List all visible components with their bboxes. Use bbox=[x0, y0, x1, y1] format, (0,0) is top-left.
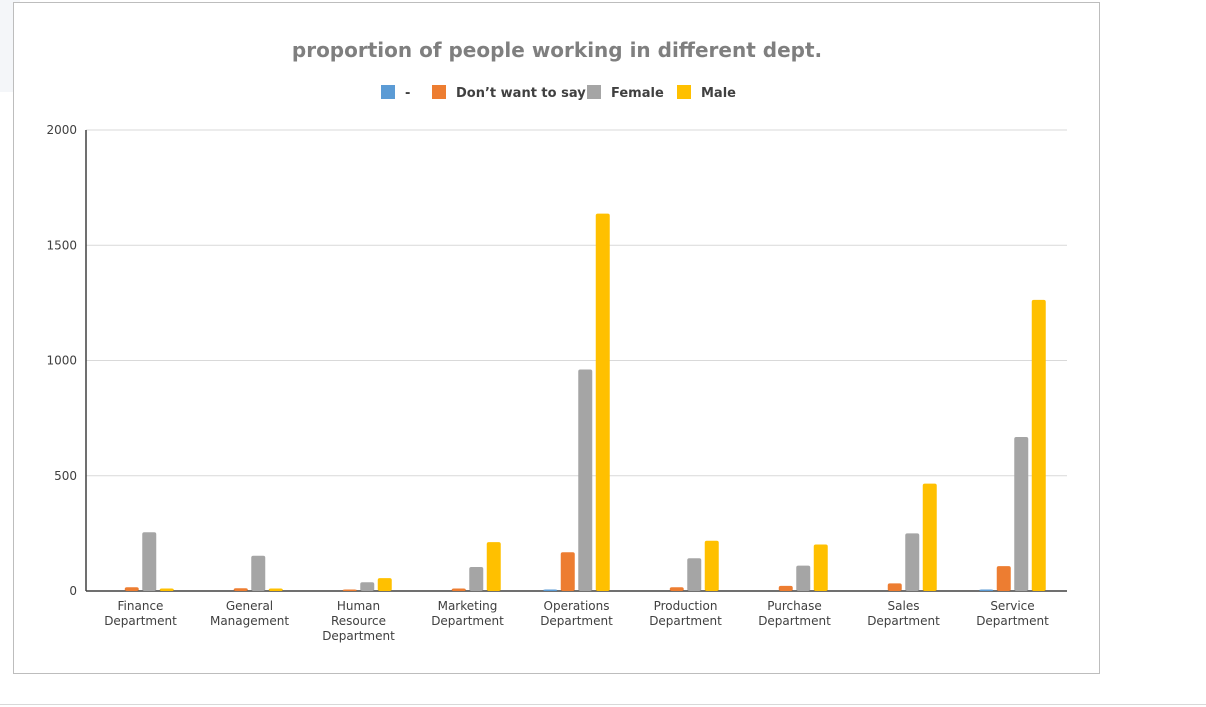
bar bbox=[996, 566, 1011, 591]
legend-label: Female bbox=[611, 86, 664, 101]
bar bbox=[669, 587, 684, 591]
x-tick-label: General Management bbox=[210, 599, 289, 628]
x-tick-label: Marketing Department bbox=[431, 599, 504, 628]
bar bbox=[1014, 437, 1029, 591]
x-axis: Finance Department General Management Human R… bbox=[104, 599, 1049, 643]
bar bbox=[233, 588, 248, 591]
bar bbox=[796, 565, 811, 591]
bar bbox=[451, 588, 466, 591]
bar-chart: proportion of people working in differen… bbox=[46, 38, 1067, 643]
y-tick-label: 2000 bbox=[46, 123, 77, 137]
gridlines bbox=[86, 129, 1067, 477]
x-tick-label: Service Department bbox=[976, 599, 1049, 628]
bar bbox=[979, 589, 994, 591]
x-tick-label: Purchase Department bbox=[758, 599, 831, 628]
bar bbox=[268, 588, 283, 591]
x-tick-label: Finance Department bbox=[104, 599, 177, 628]
bar bbox=[687, 558, 702, 591]
y-tick-label: 0 bbox=[69, 584, 77, 598]
legend-swatch bbox=[432, 85, 446, 99]
bar bbox=[778, 585, 793, 591]
chart-container: proportion of people working in differen… bbox=[13, 2, 1100, 674]
x-tick-label: Human Resource Department bbox=[322, 599, 395, 643]
legend-label: Male bbox=[701, 86, 736, 101]
bar bbox=[543, 589, 558, 591]
bar bbox=[159, 588, 174, 591]
y-tick-label: 1500 bbox=[46, 238, 77, 252]
bar bbox=[142, 532, 157, 591]
bar bbox=[486, 542, 501, 591]
x-tick-label: Operations Department bbox=[540, 599, 613, 628]
bar bbox=[469, 567, 484, 591]
bar bbox=[251, 555, 266, 591]
bar bbox=[342, 589, 357, 591]
legend-swatch bbox=[381, 85, 395, 99]
bar bbox=[922, 483, 937, 591]
bar bbox=[377, 578, 392, 591]
legend-swatch bbox=[677, 85, 691, 99]
bar bbox=[578, 369, 593, 591]
bar bbox=[595, 213, 610, 591]
page-divider bbox=[0, 704, 1206, 705]
x-tick-label: Sales Department bbox=[867, 599, 940, 628]
bar bbox=[1031, 299, 1046, 591]
bar bbox=[887, 583, 902, 591]
bar bbox=[905, 533, 920, 591]
bar bbox=[813, 544, 828, 591]
legend-label: Don’t want to say bbox=[456, 86, 586, 101]
y-tick-label: 1000 bbox=[46, 354, 77, 368]
legend-swatch bbox=[587, 85, 601, 99]
bar bbox=[124, 587, 139, 591]
x-tick-label: Production Department bbox=[649, 599, 722, 628]
chart-title: proportion of people working in differen… bbox=[292, 38, 822, 62]
bars bbox=[124, 213, 1046, 591]
bar bbox=[360, 582, 375, 591]
y-axis: 0 500 1000 1500 2000 bbox=[46, 123, 1067, 598]
bar bbox=[560, 552, 575, 591]
y-tick-label: 500 bbox=[54, 469, 77, 483]
chart-legend: - Don’t want to say Female Male bbox=[381, 85, 736, 101]
bar bbox=[704, 540, 719, 591]
legend-label: - bbox=[405, 86, 410, 101]
